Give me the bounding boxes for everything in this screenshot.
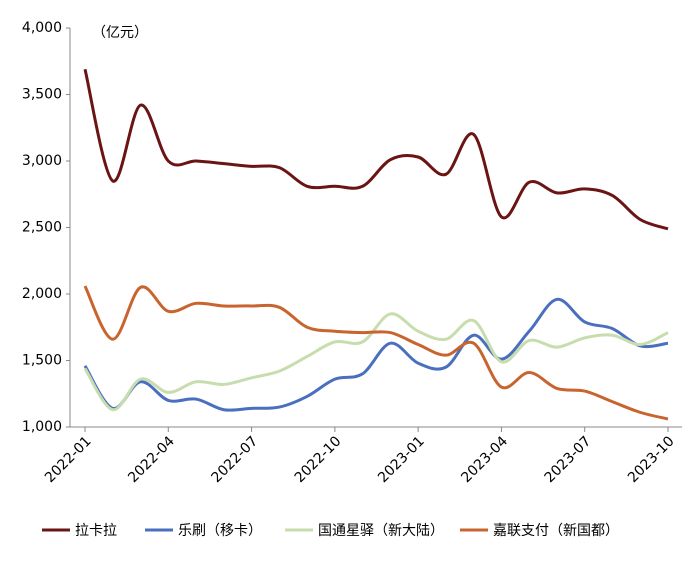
legend-label: 国通星驿（新大陆）	[318, 523, 444, 539]
x-tick-label: 2023-10	[625, 433, 678, 486]
series-line	[83, 68, 669, 231]
y-tick-label: 3,000	[22, 153, 62, 169]
x-tick-label: 2022-07	[209, 433, 262, 486]
y-tick-label: 1,500	[22, 353, 62, 369]
x-tick-label: 2022-04	[125, 433, 178, 486]
series-line	[83, 312, 669, 412]
legend-label: 拉卡拉	[75, 523, 117, 539]
series-line	[83, 297, 669, 412]
unit-annotation: （亿元）	[92, 25, 148, 41]
y-tick-label: 4,000	[22, 20, 62, 36]
legend-label: 乐刷（移卡）	[178, 523, 262, 539]
legend-label: 嘉联支付（新国都）	[493, 523, 619, 539]
x-tick-label: 2022-01	[42, 433, 95, 486]
x-tick-label: 2023-04	[458, 433, 511, 486]
y-tick-label: 2,000	[22, 286, 62, 302]
y-tick-label: 3,500	[22, 87, 62, 103]
y-tick-label: 1,000	[22, 419, 62, 435]
x-tick-label: 2023-01	[375, 433, 428, 486]
x-tick-label: 2023-07	[542, 433, 595, 486]
series-line	[83, 285, 669, 421]
y-tick-label: 2,500	[22, 220, 62, 236]
x-tick-label: 2022-10	[292, 433, 345, 486]
